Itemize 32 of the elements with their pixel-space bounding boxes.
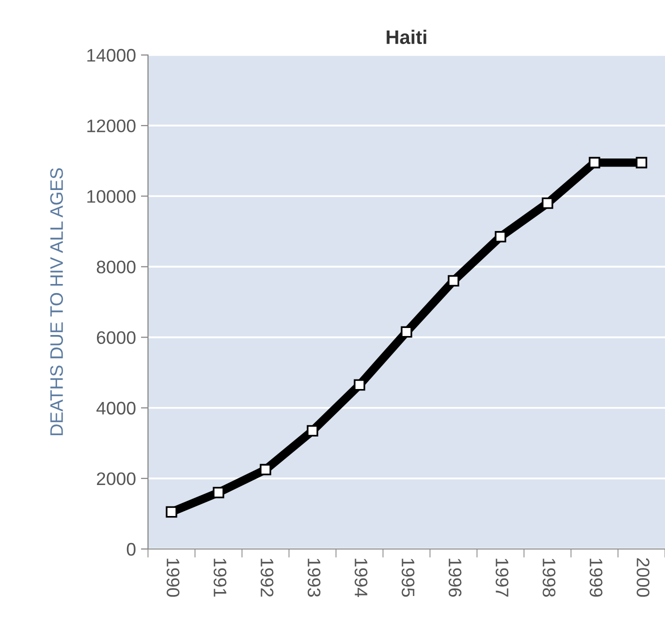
y-tick-label: 14000 bbox=[87, 48, 136, 62]
y-tick-label: 8000 bbox=[96, 260, 136, 274]
point bbox=[306, 425, 318, 436]
x-tick-label: 2000 bbox=[636, 558, 650, 597]
x-tick-label: 1996 bbox=[448, 558, 462, 597]
point bbox=[494, 231, 506, 242]
point bbox=[354, 379, 366, 391]
y-tick-label: 4000 bbox=[96, 402, 136, 415]
y-tick-label: 2000 bbox=[96, 472, 136, 486]
y-axis-title: DEATHS DUE TO HIV ALL AGES bbox=[50, 168, 63, 436]
point bbox=[400, 326, 412, 338]
point bbox=[166, 506, 178, 518]
x-tick-label: 1990 bbox=[166, 558, 180, 597]
chart-title: Haiti bbox=[386, 30, 426, 44]
x-tick-label: 1993 bbox=[308, 558, 320, 597]
x-tick-label: 1992 bbox=[260, 558, 274, 597]
x-tick-label: 1991 bbox=[214, 558, 226, 597]
x-tick-label: 1995 bbox=[402, 558, 414, 597]
y-tick-label: 0 bbox=[126, 542, 136, 556]
point bbox=[448, 275, 460, 287]
y-tick-label: 6000 bbox=[96, 331, 136, 344]
x-tick-label: 1999 bbox=[590, 558, 602, 597]
x-tick-label: 1998 bbox=[542, 558, 556, 597]
point bbox=[588, 156, 600, 168]
x-tick-label: 1997 bbox=[496, 558, 508, 597]
y-tick-label: 10000 bbox=[87, 190, 136, 203]
point bbox=[212, 486, 224, 498]
point bbox=[542, 198, 554, 209]
y-tick-label: 12000 bbox=[87, 120, 136, 132]
point bbox=[636, 156, 648, 168]
point bbox=[260, 464, 272, 476]
x-tick-label: 1994 bbox=[354, 558, 368, 597]
